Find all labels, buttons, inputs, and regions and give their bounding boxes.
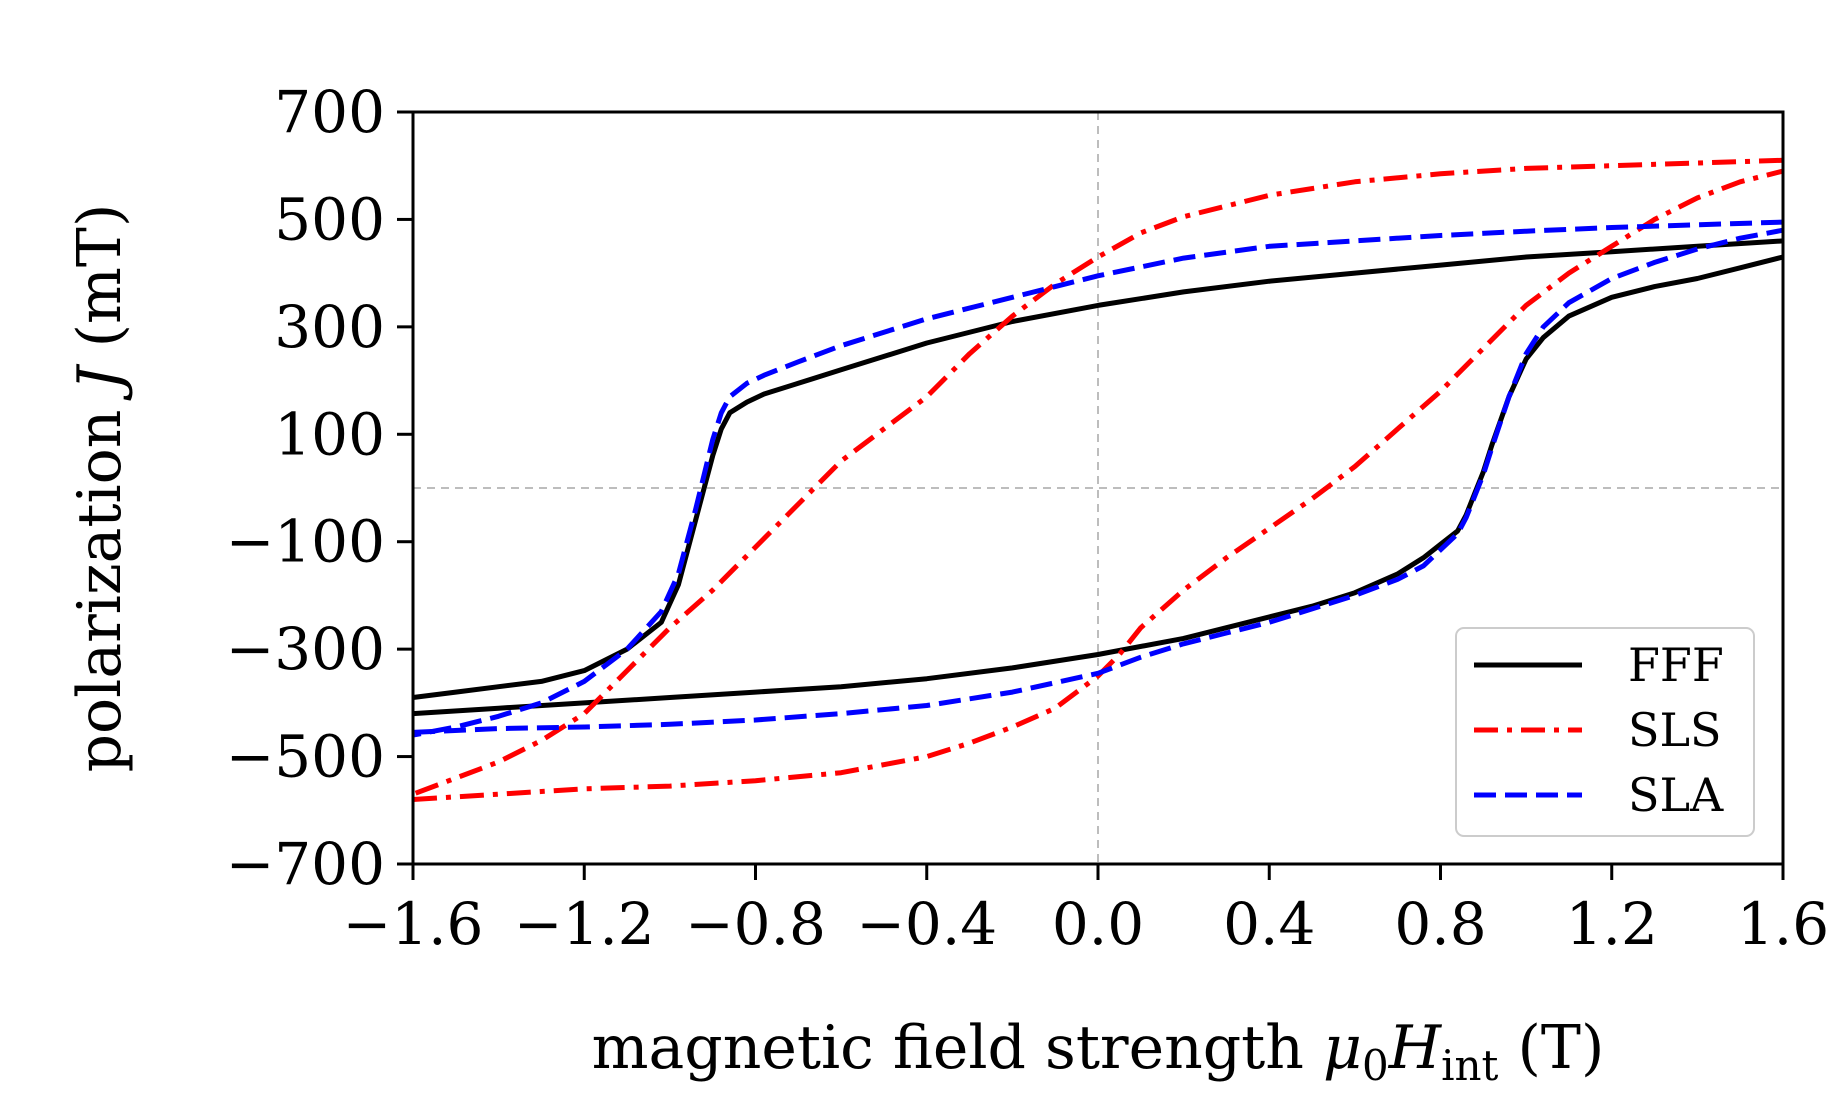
y-axis: 700 500 300 100 −100 −300 −500 −700 (226, 78, 413, 898)
series-sla (412, 219, 1784, 738)
x-axis: −1.6 −1.2 −0.8 −0.4 0.0 0.4 0.8 1.2 1.6 (343, 864, 1829, 958)
series-sls-branch-descending (412, 157, 1784, 797)
y-tick-label: 500 (274, 185, 385, 253)
y-axis-label: polarization J (mT) (65, 204, 135, 773)
series-sls-branch-ascending (412, 168, 1784, 802)
x-tick-label: −0.8 (685, 890, 826, 958)
y-tick-label: −500 (226, 723, 385, 791)
x-tick-label: 1.2 (1566, 890, 1658, 958)
series-fff-branch-ascending (412, 254, 1784, 717)
series-layer (412, 157, 1784, 802)
y-tick-label: −300 (226, 615, 385, 683)
x-tick-label: 0.0 (1052, 890, 1144, 958)
x-tick-label: 0.8 (1394, 890, 1486, 958)
y-tick-label: 700 (274, 78, 385, 146)
series-sls (412, 157, 1784, 802)
x-tick-label: 0.4 (1223, 890, 1315, 958)
series-fff (412, 238, 1784, 717)
series-sla-branch-descending (412, 219, 1784, 738)
legend-box (1455, 627, 1755, 837)
legend-label-sls: SLS (1628, 703, 1722, 757)
y-tick-label: 100 (274, 400, 385, 468)
legend-label-sla: SLA (1628, 768, 1724, 822)
x-tick-label: −1.6 (343, 890, 484, 958)
reference-lines (413, 112, 1783, 864)
y-tick-label: 300 (274, 293, 385, 361)
y-tick-label: −100 (226, 508, 385, 576)
series-fff-branch-descending (412, 238, 1784, 700)
y-tick-label: −700 (226, 830, 385, 898)
legend: FFF SLS SLA (1455, 627, 1755, 837)
x-axis-label: magnetic field strength μ0Hint (T) (592, 1013, 1605, 1090)
x-tick-label: 1.6 (1737, 890, 1829, 958)
series-sla-branch-ascending (412, 227, 1784, 735)
legend-label-fff: FFF (1628, 638, 1724, 692)
x-tick-label: −1.2 (514, 890, 655, 958)
x-tick-label: −0.4 (856, 890, 997, 958)
